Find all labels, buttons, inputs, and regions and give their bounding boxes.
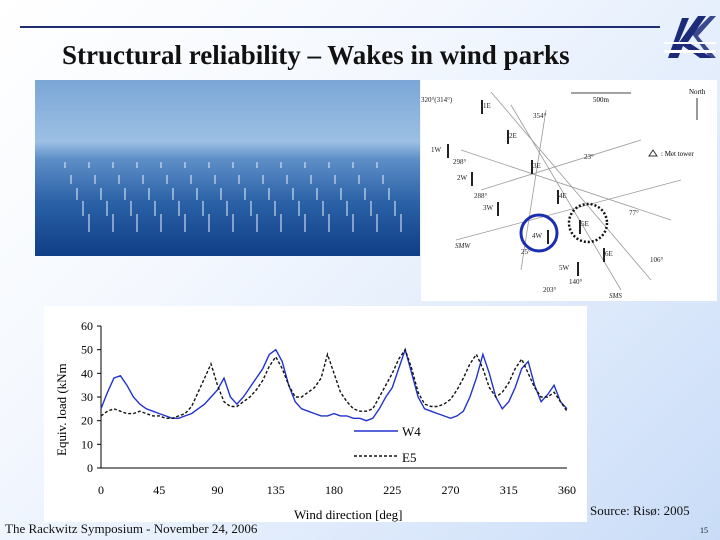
- angle-label: 354°: [533, 112, 547, 120]
- angle-label: 25°: [521, 248, 531, 256]
- turbine-label: 3E: [533, 162, 541, 170]
- mast-label: SMS: [609, 292, 622, 300]
- turbine-label: 2E: [509, 132, 517, 140]
- x-tick-label: 90: [212, 483, 224, 497]
- angle-label: 288°: [474, 192, 488, 200]
- slide-title: Structural reliability – Wakes in wind p…: [62, 40, 570, 70]
- angle-label: 140°: [569, 278, 583, 286]
- wind-farm-photo: [35, 80, 420, 256]
- y-tick-label: 10: [81, 437, 93, 451]
- y-tick-label: 30: [81, 390, 93, 404]
- y-axis-label: Equiv. load (kNm: [54, 363, 69, 456]
- legend-label: : Met tower: [661, 150, 694, 158]
- north-label: North: [689, 88, 706, 96]
- footer-text: The Rackwitz Symposium - November 24, 20…: [5, 521, 258, 536]
- turbine-label: 5W: [559, 264, 570, 272]
- highlight-circle-5e: [567, 202, 609, 244]
- series-line-e5: [100, 348, 568, 420]
- met-tower-icon: [648, 149, 658, 157]
- x-tick-label: 0: [98, 483, 104, 497]
- x-tick-label: 225: [383, 483, 401, 497]
- legend-w4-label: W4: [402, 424, 421, 439]
- page-number: 15: [700, 526, 708, 535]
- source-note: Source: Risø: 2005: [590, 503, 690, 518]
- y-tick-label: 40: [81, 366, 93, 380]
- park-layout-diagram: 500m North : Met tower 1E 2E 3E 4E 5E 6E…: [421, 80, 717, 301]
- angle-label: 203°: [543, 286, 557, 294]
- x-tick-label: 135: [267, 483, 285, 497]
- turbine-label: 1W: [431, 146, 442, 154]
- turbine-label: 1E: [483, 102, 491, 110]
- y-tick-label: 20: [81, 414, 93, 428]
- x-tick-label: 180: [325, 483, 343, 497]
- title-rule: [20, 26, 660, 28]
- university-logo-icon: [664, 16, 716, 58]
- turbine-label: 2W: [457, 174, 468, 182]
- y-tick-label: 0: [87, 461, 93, 475]
- x-tick-label: 270: [442, 483, 460, 497]
- series-line-w4: [100, 347, 568, 422]
- angle-label: 320°(314°): [421, 96, 453, 104]
- turbine-label: 4W: [532, 232, 543, 240]
- load-chart: 0 10 20 30 40 50 60 0 45 90 135 180 225 270 315 360 Wi…: [44, 306, 587, 522]
- legend-e5-label: E5: [402, 450, 416, 465]
- x-tick-label: 45: [153, 483, 165, 497]
- x-tick-label: 360: [558, 483, 576, 497]
- x-axis-label: Wind direction [deg]: [294, 507, 403, 522]
- y-tick-label: 50: [81, 343, 93, 357]
- angle-label: 77°: [629, 209, 639, 217]
- scale-label: 500m: [593, 96, 610, 104]
- turbine-label: 5E: [581, 220, 589, 228]
- turbine-label: 4E: [559, 192, 567, 200]
- turbine-label: 6E: [605, 250, 613, 258]
- angle-label: 23°: [584, 153, 594, 161]
- angle-label: 106°: [650, 256, 664, 264]
- y-tick-label: 60: [81, 319, 93, 333]
- x-tick-label: 315: [500, 483, 518, 497]
- turbine-label: 3W: [483, 204, 494, 212]
- highlight-circle-4w: [519, 213, 559, 253]
- angle-label: 298°: [453, 158, 467, 166]
- mast-label: SMW: [455, 242, 471, 250]
